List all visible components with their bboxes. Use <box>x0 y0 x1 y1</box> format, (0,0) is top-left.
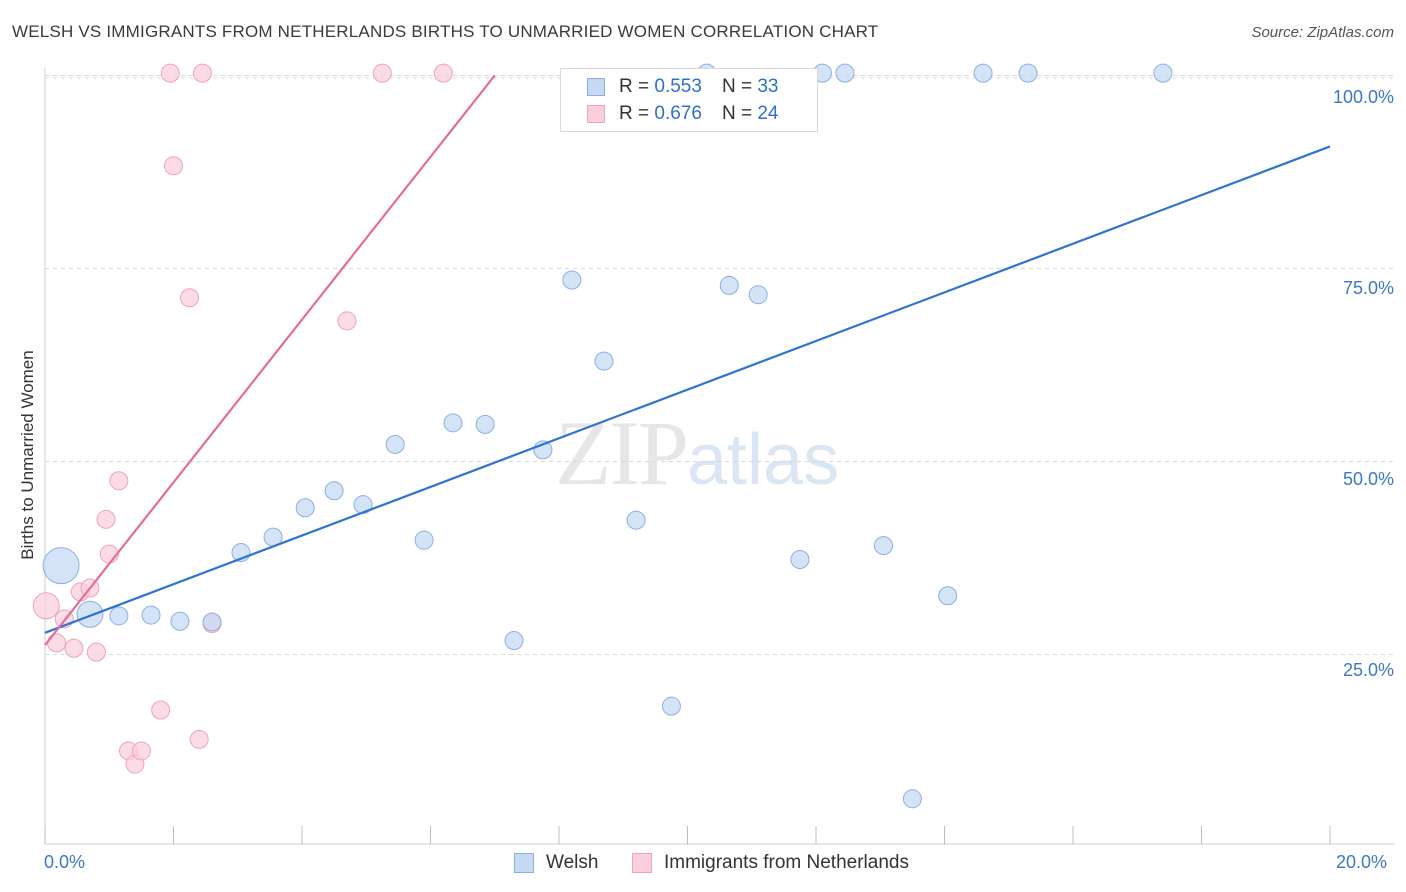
welsh-point-32 <box>1153 63 1173 83</box>
welsh-point-9 <box>324 481 344 501</box>
trend-lines <box>44 74 1331 646</box>
welsh-point-13 <box>443 413 463 433</box>
netherlands-point-9 <box>109 471 129 491</box>
netherlands-point-18 <box>192 63 212 83</box>
welsh-point-31 <box>1018 63 1038 83</box>
welsh-point-1 <box>76 600 104 628</box>
welsh-point-0 <box>42 547 80 585</box>
axes <box>44 68 1395 845</box>
bottom-welsh-swatch <box>514 853 534 873</box>
welsh-point-10 <box>353 495 373 515</box>
bottom-netherlands-label: Immigrants from Netherlands <box>664 852 909 873</box>
netherlands-point-16 <box>180 288 200 308</box>
watermark-atlas: atlas <box>687 420 840 500</box>
netherlands-point-6 <box>86 642 106 662</box>
netherlands-point-7 <box>96 509 116 529</box>
netherlands-points <box>32 63 453 774</box>
netherlands-r-label: R = <box>619 103 650 124</box>
welsh-r-label: R = <box>619 76 650 97</box>
welsh-point-23 <box>748 285 768 305</box>
netherlands-point-13 <box>151 700 171 720</box>
welsh-point-22 <box>719 275 739 295</box>
y-tick-label-25: 25.0% <box>1342 660 1394 680</box>
netherlands-point-22 <box>433 63 453 83</box>
netherlands-n-label: N = <box>721 103 753 124</box>
y-axis-label: Births to Unmarried Women <box>18 350 37 560</box>
welsh-point-28 <box>902 789 922 809</box>
netherlands-point-1 <box>47 633 67 653</box>
welsh-point-24 <box>790 549 810 569</box>
x-tick-label-max: 20.0% <box>1336 852 1388 872</box>
welsh-trend-line <box>44 145 1331 634</box>
welsh-point-26 <box>835 63 855 83</box>
y-tick-label-100: 100.0% <box>1332 87 1394 107</box>
welsh-point-11 <box>385 434 405 454</box>
welsh-swatch <box>587 78 605 96</box>
welsh-n-label: N = <box>721 76 753 97</box>
welsh-point-12 <box>414 530 434 550</box>
bottom-welsh-label: Welsh <box>546 852 599 873</box>
welsh-point-18 <box>594 351 614 371</box>
legend-row-welsh: R = 0.553 N = 33 <box>587 74 778 100</box>
welsh-point-19 <box>626 510 646 530</box>
welsh-points <box>42 63 1173 809</box>
welsh-point-5 <box>202 612 222 632</box>
chart-source: Source: ZipAtlas.com <box>1251 24 1394 41</box>
welsh-point-14 <box>475 414 495 434</box>
bottom-legend-netherlands: Immigrants from Netherlands <box>632 852 909 874</box>
x-tick-label-min: 0.0% <box>44 852 86 872</box>
netherlands-swatch <box>587 105 605 123</box>
welsh-r-value: 0.553 <box>654 76 702 97</box>
netherlands-point-14 <box>160 63 180 83</box>
stats-legend: R = 0.553 N = 33 R = 0.676 N = 24 <box>560 68 818 132</box>
welsh-point-27 <box>873 536 893 556</box>
netherlands-point-20 <box>337 311 357 331</box>
welsh-point-3 <box>141 605 161 625</box>
bottom-netherlands-swatch <box>632 853 652 873</box>
welsh-point-17 <box>562 270 582 290</box>
watermark-zip: ZIP <box>555 402 689 504</box>
welsh-n-value: 33 <box>757 76 779 97</box>
netherlands-point-17 <box>189 729 209 749</box>
netherlands-trend-line <box>44 74 496 646</box>
welsh-point-20 <box>661 696 681 716</box>
welsh-point-8 <box>295 498 315 518</box>
netherlands-point-15 <box>164 156 183 176</box>
y-tick-label-50: 50.0% <box>1342 469 1394 489</box>
netherlands-point-12 <box>131 741 151 761</box>
watermark: ZIPatlas <box>555 400 839 506</box>
welsh-point-29 <box>938 586 958 606</box>
welsh-point-30 <box>973 63 993 83</box>
welsh-point-4 <box>170 611 190 631</box>
gridlines <box>45 74 1395 655</box>
chart-title: WELSH VS IMMIGRANTS FROM NETHERLANDS BIR… <box>12 22 879 41</box>
welsh-point-2 <box>109 606 129 626</box>
netherlands-point-0 <box>32 592 60 620</box>
bottom-legend-welsh: Welsh <box>514 852 598 874</box>
netherlands-n-value: 24 <box>757 103 779 124</box>
netherlands-point-3 <box>64 638 84 658</box>
netherlands-point-21 <box>372 63 392 83</box>
y-tick-label-75: 75.0% <box>1342 278 1394 298</box>
legend-row-netherlands: R = 0.676 N = 24 <box>587 101 778 127</box>
netherlands-r-value: 0.676 <box>654 103 702 124</box>
welsh-point-15 <box>504 631 524 651</box>
